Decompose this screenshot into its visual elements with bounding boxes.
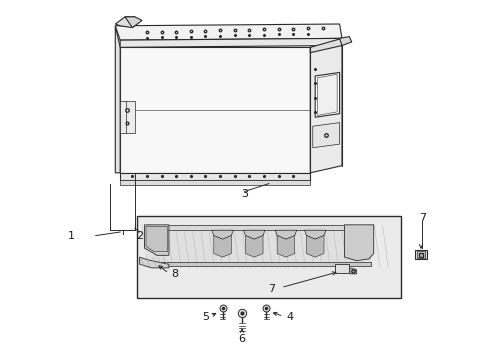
Polygon shape xyxy=(147,225,370,230)
Polygon shape xyxy=(140,257,168,268)
Text: 6: 6 xyxy=(238,333,245,343)
Text: 8: 8 xyxy=(171,269,179,279)
Text: 7: 7 xyxy=(267,284,274,294)
FancyBboxPatch shape xyxy=(137,216,400,298)
Polygon shape xyxy=(146,226,167,252)
Polygon shape xyxy=(243,230,264,239)
Polygon shape xyxy=(147,225,370,266)
Polygon shape xyxy=(304,230,325,239)
Text: 3: 3 xyxy=(241,189,247,199)
Polygon shape xyxy=(317,74,336,116)
Polygon shape xyxy=(334,264,348,273)
Polygon shape xyxy=(120,180,310,185)
Polygon shape xyxy=(344,225,373,261)
Text: 2: 2 xyxy=(136,231,143,240)
Text: 5: 5 xyxy=(202,312,208,322)
Text: 4: 4 xyxy=(285,312,293,322)
Polygon shape xyxy=(275,230,296,239)
Polygon shape xyxy=(277,235,294,257)
Text: 1: 1 xyxy=(68,231,75,240)
Polygon shape xyxy=(245,235,263,257)
Polygon shape xyxy=(339,37,351,45)
Polygon shape xyxy=(310,39,341,173)
Polygon shape xyxy=(120,39,341,47)
Polygon shape xyxy=(115,26,120,173)
Polygon shape xyxy=(306,235,324,257)
Polygon shape xyxy=(416,251,425,258)
Polygon shape xyxy=(211,230,233,239)
Polygon shape xyxy=(213,235,231,257)
Polygon shape xyxy=(414,250,427,259)
Polygon shape xyxy=(120,101,135,134)
Polygon shape xyxy=(349,268,356,274)
Polygon shape xyxy=(125,17,142,28)
Polygon shape xyxy=(312,123,339,148)
Polygon shape xyxy=(120,47,310,173)
Text: 7: 7 xyxy=(418,213,425,222)
Polygon shape xyxy=(115,24,341,40)
Polygon shape xyxy=(147,262,370,266)
Polygon shape xyxy=(315,72,339,117)
Polygon shape xyxy=(144,225,168,255)
Polygon shape xyxy=(310,39,341,53)
Polygon shape xyxy=(115,17,137,28)
Polygon shape xyxy=(120,173,310,180)
